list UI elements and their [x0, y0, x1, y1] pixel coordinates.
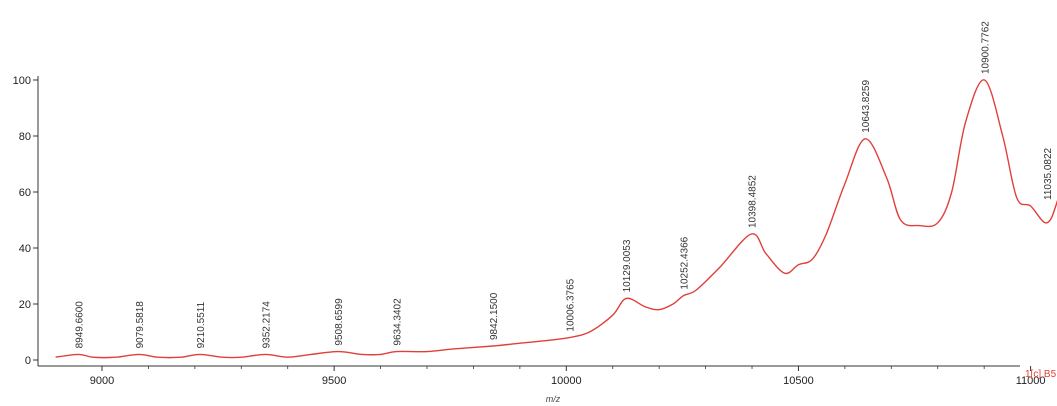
x-tick-label: 9000 [90, 375, 114, 387]
y-tick-label: 100 [13, 75, 31, 87]
x-tick-label: 10500 [783, 375, 814, 387]
trace-label: 1[c] B5 [1025, 369, 1057, 380]
peak-label: 10006.3765 [565, 278, 576, 331]
y-axis: 0 20 40 60 80 100 [13, 75, 39, 367]
plot-area [55, 79, 1057, 359]
peak-label: 9842.1500 [489, 292, 500, 340]
x-tick-label: 10000 [551, 375, 582, 387]
peak-label: 10129.0053 [622, 239, 633, 292]
peak-label: 10252.4366 [680, 236, 691, 289]
y-tick-label: 80 [19, 131, 31, 143]
peak-labels: 8949.6600 9079.5818 9210.5511 9352.2174 9508… [75, 21, 1054, 349]
peak-label: 10900.7762 [981, 21, 992, 74]
peak-label: 8949.6600 [75, 301, 86, 349]
x-axis: 90009500100001050011000115001200012500 [38, 365, 1046, 387]
peak-label: 10643.8259 [861, 80, 872, 133]
peak-label: 9079.5818 [135, 301, 146, 349]
peak-label: 9634.3402 [393, 298, 404, 346]
peak-label: 11035.0822 [1043, 147, 1054, 200]
peak-label: 9508.6599 [334, 298, 345, 346]
peak-label: 10398.4852 [747, 175, 758, 228]
y-tick-label: 20 [19, 299, 31, 311]
x-tick-label: 9500 [322, 375, 346, 387]
peak-label: 9210.5511 [196, 301, 207, 348]
x-tick-label: 11000 [1016, 375, 1046, 387]
y-tick-label: 60 [19, 187, 31, 199]
peak-label: 9352.2174 [262, 301, 273, 349]
y-tick-label: 0 [25, 355, 31, 367]
x-axis-title: m/z [546, 394, 561, 404]
spectrum-line [55, 79, 1057, 359]
y-tick-label: 40 [19, 243, 31, 255]
